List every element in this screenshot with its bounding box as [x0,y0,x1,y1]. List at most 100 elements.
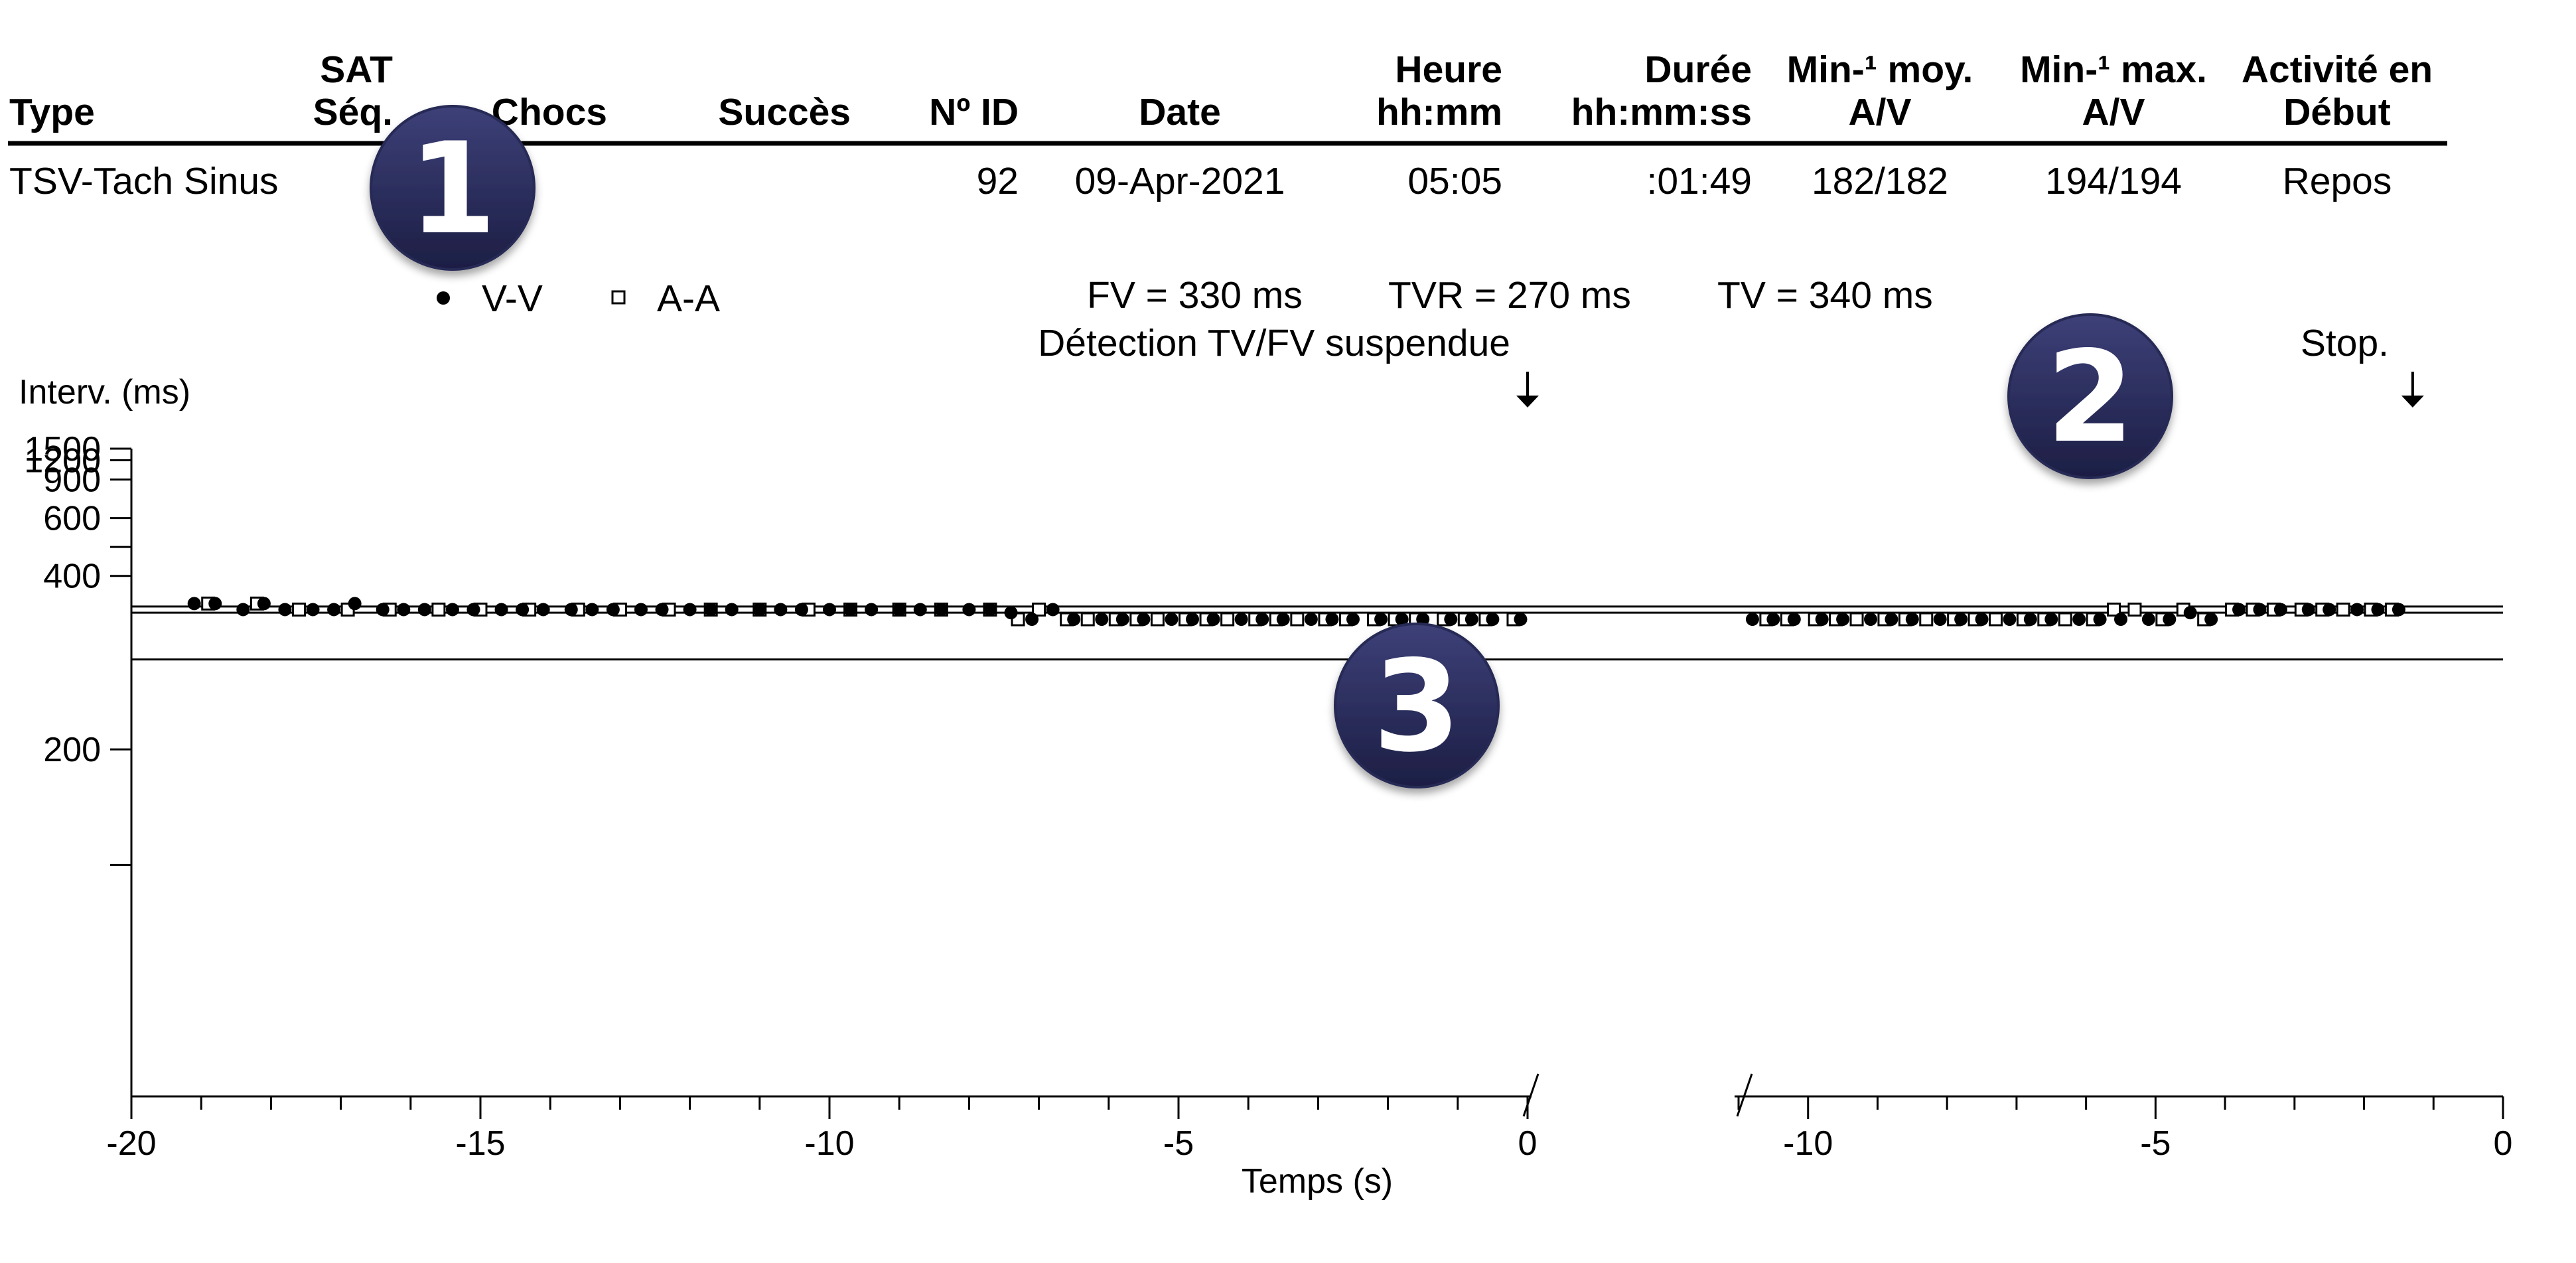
vv-point [774,603,788,617]
vv-point [962,603,976,617]
vv-point [1975,613,1989,627]
vv-point [893,603,906,617]
vv-point [1206,613,1220,627]
column-header-10-line-1: Début [2283,91,2391,133]
y-tick-label: 600 [43,500,101,538]
y-axis-title: Interv. (ms) [19,373,190,411]
vv-point [2183,606,2197,620]
x-axis-title: Temps (s) [1242,1162,1393,1201]
vv-point [865,603,879,617]
vv-point [794,603,808,617]
vv-point [1304,613,1318,627]
vv-point [704,603,718,617]
column-header-7-line-1: hh:mm:ss [1571,91,1752,133]
column-header-9-line-0: Min-¹ max. [2020,48,2207,91]
event-arrow-head [1516,396,1539,408]
event-detection-suspended-label: Détection TV/FV suspendue [1038,322,1510,364]
callout-badge-1-number: 1 [409,115,496,262]
column-header-8-line-0: Min-¹ moy. [1787,48,1973,91]
vv-point [752,603,766,617]
x-tick-label: -15 [455,1124,505,1163]
aa-point [1849,612,1864,627]
vv-point [683,603,697,617]
column-header-6-line-1: hh:mm [1376,91,1502,133]
x-tick-label: 0 [1518,1124,1538,1163]
vv-point [2323,603,2336,617]
data-points [187,596,2405,627]
vv-point [1046,603,1060,617]
zone-labels: FV = 330 ms TVR = 270 ms TV = 340 ms [1087,274,1933,317]
vv-point [1745,613,1759,627]
zone-tvr-label: TVR = 270 ms [1388,274,1631,317]
vv-point [1395,613,1409,627]
callout-badge-1: 1 [370,105,536,271]
vv-point [1137,613,1151,627]
x-axis-break-mark [1736,1073,1753,1117]
vv-point [187,597,201,611]
column-header-3: Succès [718,91,851,133]
x-tick-label: -5 [1163,1124,1194,1163]
aa-point [1988,612,2003,627]
column-header-7-line-0: Durée [1644,48,1752,91]
x-tick-label: -10 [804,1124,854,1163]
column-header-1-line-0: SAT [320,48,393,91]
vv-point [2350,603,2364,617]
vv-point [1787,613,1801,627]
aa-point [2336,602,2350,617]
table-cell-0: TSV-Tach Sinus [9,160,279,202]
table-cell-8: 182/182 [1812,160,1948,202]
vv-point [1766,613,1780,627]
zone-tv-label: TV = 340 ms [1717,274,1933,317]
table-cell-4: 92 [977,160,1019,202]
vv-point [2204,613,2218,627]
legend-aa-marker [611,290,626,305]
vv-point [1276,613,1290,627]
vv-point [348,597,362,611]
vv-point [1095,613,1109,627]
vv-point [466,603,480,617]
column-header-8-line-1: A/V [1848,91,1911,133]
column-header-1-line-1: Séq. [313,91,393,133]
x-tick-label: 0 [2494,1124,2513,1163]
callout-badge-3: 3 [1334,623,1500,788]
vv-point [843,603,857,617]
column-header-4: Nº ID [929,91,1019,133]
vv-point [208,597,222,611]
vv-point [2163,613,2177,627]
vv-point [306,603,320,617]
column-header-9-line-1: A/V [2082,91,2145,133]
vv-point [2093,613,2107,627]
x-tick-label: -5 [2140,1124,2171,1163]
column-header-10-line-0: Activité en [2242,48,2433,91]
vv-point [983,603,997,617]
aa-point [2058,612,2072,627]
callout-badge-3-number: 3 [1373,633,1461,780]
callout-badge-2: 2 [2007,313,2173,479]
vv-point [606,603,620,617]
y-tick-label: 200 [43,731,101,769]
vv-point [1444,613,1458,627]
vv-point [2371,603,2385,617]
table-row: TSV-Tach Sinus 92 09-Apr-2021 05:05:01:49 18… [9,160,2392,202]
vv-point [2273,603,2287,617]
vv-point [2253,603,2267,617]
vv-point [536,603,550,617]
vv-point [1165,613,1179,627]
vv-point [278,603,292,617]
vv-point [376,603,390,617]
vv-point [585,603,599,617]
column-header-2: Chocs [492,91,607,133]
vv-point [2301,603,2315,617]
vv-point [913,603,927,617]
vv-point [2072,613,2086,627]
aa-point [2127,602,2142,617]
vv-point [1255,613,1269,627]
vv-point [494,603,508,617]
interval-chart: V-V A-A FV = 330 ms TVR = 270 ms TV = 34… [19,274,2512,1201]
vv-point [236,603,250,617]
table-cell-10: Repos [2283,160,2392,202]
callout-badge-2-number: 2 [2046,324,2134,471]
vv-point [1933,613,1947,627]
chart-legend: V-V A-A [437,277,720,320]
